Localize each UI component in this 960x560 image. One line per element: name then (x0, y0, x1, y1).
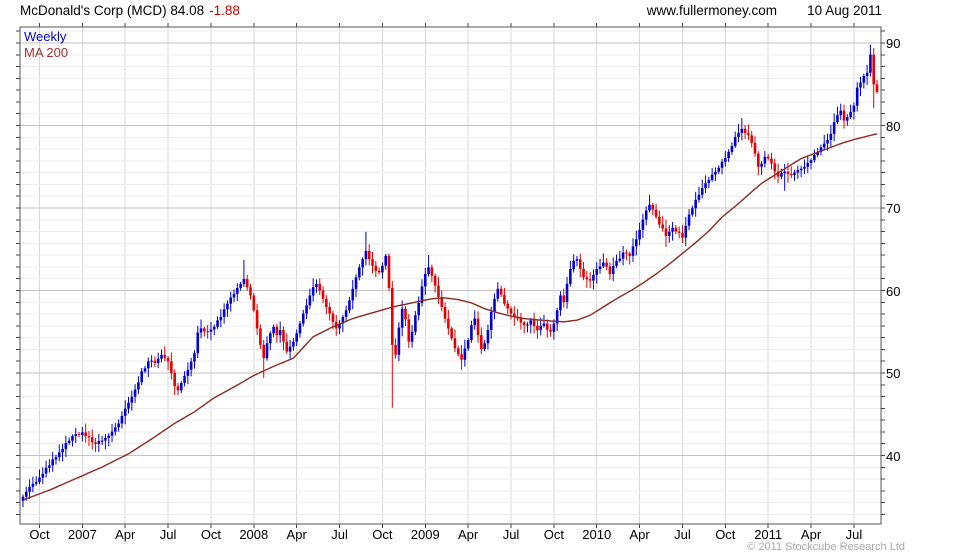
page-title: McDonald's Corp (MCD) 84.08 -1.88 (20, 3, 240, 18)
x-tick-label: Apr (458, 527, 479, 542)
ma200-line (22, 133, 878, 501)
legend-ma200: MA 200 (24, 45, 69, 60)
site-link[interactable]: www.fullermoney.com (646, 3, 777, 18)
x-tick-label: Apr (286, 527, 307, 542)
price-change: -1.88 (209, 3, 240, 18)
x-tick-label: Oct (200, 527, 222, 542)
plot-border (19, 26, 882, 525)
x-tick-label: Oct (543, 527, 564, 542)
instrument-title: McDonald's Corp (MCD) 84.08 (20, 3, 205, 18)
x-tick-label: Jul (159, 527, 177, 542)
x-tick-label: 2007 (67, 527, 97, 542)
y-tick-label: 40 (886, 448, 901, 464)
x-tick-label: 2010 (582, 527, 612, 542)
x-tick-label: 2011 (754, 527, 783, 542)
copyright-notice: © 2011 Stockcube Research Ltd (747, 541, 905, 553)
y-tick-label: 90 (886, 36, 901, 51)
x-tick-label: Apr (115, 527, 136, 542)
x-tick-label: Apr (800, 527, 822, 542)
y-tick-label: 70 (886, 201, 901, 216)
x-tick-label: Jul (502, 527, 520, 542)
x-tick-label: 2008 (239, 527, 269, 542)
x-tick-label: Oct (372, 527, 393, 542)
legend-weekly: Weekly (24, 29, 67, 44)
x-tick-label: Jul (674, 527, 691, 542)
x-tick-label: 2009 (410, 527, 440, 542)
y-tick-label: 60 (886, 283, 901, 299)
x-tick-label: Oct (29, 527, 50, 542)
date-label: 10 Aug 2011 (807, 3, 882, 18)
x-tick-label: Jul (845, 527, 863, 542)
chart-legend: Weekly MA 200 (24, 29, 68, 61)
y-tick-label: 50 (886, 366, 901, 381)
x-tick-label: Jul (331, 527, 348, 542)
x-tick-label: Apr (629, 527, 650, 542)
y-tick-label: 80 (886, 118, 901, 134)
x-tick-label: Oct (715, 527, 736, 542)
